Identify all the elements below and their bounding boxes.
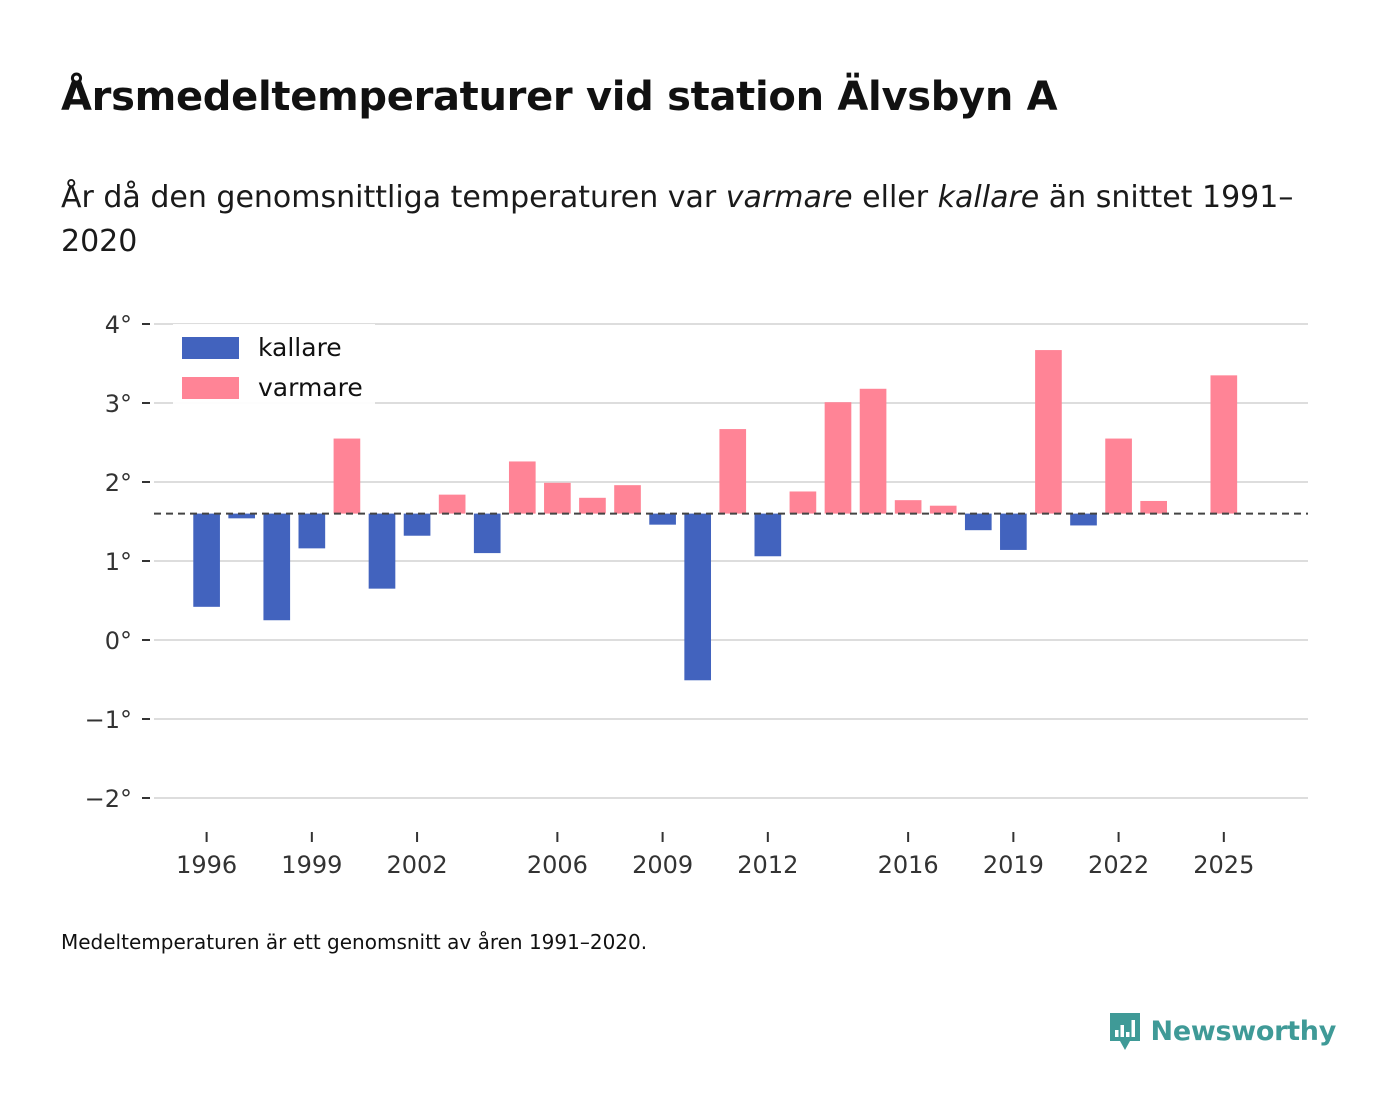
bar-kallare: [193, 513, 220, 607]
bar-varmare: [789, 491, 817, 514]
bar-kallare: [298, 513, 326, 549]
bar-kallare: [228, 513, 256, 519]
x-tick-label: 2025: [1193, 851, 1254, 879]
legend-label-varmare: varmare: [258, 373, 363, 402]
bar-kallare: [368, 513, 396, 589]
footnote: Medeltemperaturen är ett genomsnitt av å…: [61, 930, 648, 954]
y-tick-label: −2°: [85, 785, 132, 813]
x-tick-label: 2012: [737, 851, 798, 879]
y-tick-label: 0°: [105, 627, 132, 655]
bar-varmare: [614, 485, 641, 514]
bar-varmare: [1105, 438, 1132, 514]
bar-varmare: [438, 494, 466, 514]
bar-kallare: [964, 513, 992, 531]
x-tick-label: 1999: [281, 851, 342, 879]
legend: kallare varmare: [173, 324, 375, 408]
x-tick-label: 2002: [387, 851, 448, 879]
legend-swatch-kallare: [182, 337, 239, 359]
x-tick-label: 2022: [1088, 851, 1149, 879]
y-tick-label: 3°: [105, 390, 132, 418]
chart-title: Årsmedeltemperaturer vid station Älvsbyn…: [61, 74, 1058, 120]
brand-logo: Newsworthy: [1107, 1010, 1336, 1052]
subtitle-suffix: än snittet 1991–2020: [61, 180, 1294, 259]
subtitle-prefix: År då den genomsnittliga temperaturen va…: [61, 180, 726, 215]
bar-kallare: [649, 513, 676, 525]
y-axis-ticks: 4° 3° 2° 1° 0° −1° −2°: [85, 311, 150, 813]
legend-label-kallare: kallare: [258, 333, 342, 362]
bar-varmare: [1140, 500, 1167, 514]
bar-kallare: [263, 513, 291, 621]
bar-kallare: [684, 513, 712, 681]
legend-swatch-varmare: [182, 377, 239, 399]
bar-kallare: [473, 513, 501, 554]
y-tick-label: 4°: [105, 311, 132, 339]
bar-varmare: [579, 497, 606, 514]
x-tick-label: 2009: [632, 851, 693, 879]
bar-varmare: [508, 461, 536, 514]
bar-kallare: [1070, 513, 1097, 526]
bar-varmare: [719, 429, 747, 514]
bar-varmare: [1035, 350, 1062, 514]
y-tick-label: −1°: [85, 706, 132, 734]
brand-name: Newsworthy: [1150, 1015, 1337, 1047]
newsworthy-logo-icon: [1109, 1013, 1140, 1050]
subtitle-mid: eller: [852, 180, 938, 215]
bars: [193, 350, 1238, 681]
x-axis-ticks: 1996 1999 2002 2006 2009 2012 2016 2019 2022 2025: [176, 832, 1254, 879]
x-tick-label: 2016: [878, 851, 939, 879]
bar-varmare: [544, 482, 571, 514]
y-tick-label: 1°: [105, 548, 132, 576]
bar-varmare: [859, 388, 887, 514]
bar-varmare: [929, 505, 957, 514]
bar-kallare: [754, 513, 782, 557]
bar-chart: 4° 3° 2° 1° 0° −1° −2° 1996 1999 2002 2006 2009 201…: [85, 311, 1308, 879]
y-tick-label: 2°: [105, 469, 132, 497]
chart-subtitle: År då den genomsnittliga temperaturen va…: [61, 176, 1301, 264]
x-tick-label: 2019: [983, 851, 1044, 879]
subtitle-cold-word: kallare: [937, 180, 1040, 215]
x-tick-label: 2006: [527, 851, 588, 879]
subtitle-warm-word: varmare: [725, 180, 853, 215]
bar-varmare: [1210, 375, 1238, 514]
bar-varmare: [824, 402, 852, 514]
bar-varmare: [894, 500, 922, 514]
bar-varmare: [333, 438, 361, 514]
bar-kallare: [403, 513, 431, 536]
x-tick-label: 1996: [176, 851, 237, 879]
bar-kallare: [1000, 513, 1027, 550]
